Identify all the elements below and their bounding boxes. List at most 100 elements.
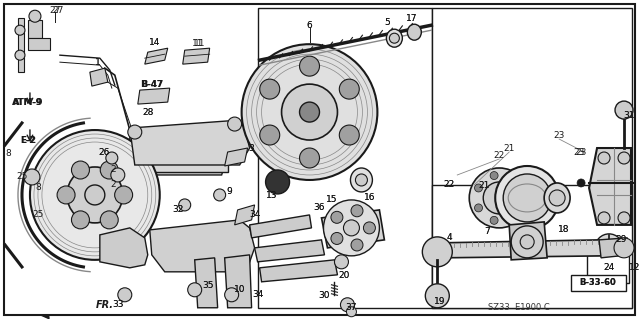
Circle shape — [503, 174, 551, 222]
Polygon shape — [28, 38, 50, 50]
Text: 16: 16 — [364, 193, 375, 203]
Text: 31: 31 — [623, 111, 635, 120]
Text: 22: 22 — [493, 151, 505, 160]
Circle shape — [339, 79, 359, 99]
Circle shape — [266, 170, 289, 194]
Text: B-33-60: B-33-60 — [580, 278, 616, 287]
Text: 13: 13 — [266, 191, 277, 200]
Circle shape — [618, 212, 630, 224]
Polygon shape — [145, 48, 168, 64]
Circle shape — [331, 211, 343, 223]
Circle shape — [618, 152, 630, 164]
Text: 20: 20 — [339, 271, 350, 280]
Text: 5: 5 — [385, 18, 390, 27]
Polygon shape — [260, 260, 337, 282]
Text: 21: 21 — [504, 144, 515, 152]
Polygon shape — [589, 148, 631, 225]
Text: 25: 25 — [16, 173, 28, 182]
Bar — [432, 8, 632, 308]
Text: 23: 23 — [575, 147, 587, 157]
Circle shape — [615, 101, 633, 119]
Text: 36: 36 — [314, 204, 325, 212]
Polygon shape — [28, 20, 42, 38]
Circle shape — [474, 184, 483, 192]
Circle shape — [518, 194, 526, 202]
Text: 22: 22 — [444, 181, 455, 189]
Circle shape — [100, 211, 118, 229]
Circle shape — [29, 10, 41, 22]
Polygon shape — [100, 228, 148, 268]
Text: 7: 7 — [484, 227, 490, 236]
Text: 15: 15 — [326, 196, 337, 204]
Bar — [257, 8, 432, 308]
Circle shape — [351, 239, 363, 251]
Polygon shape — [439, 240, 604, 258]
Text: 18: 18 — [558, 226, 570, 234]
Text: ATM-9: ATM-9 — [12, 98, 44, 107]
Text: 33: 33 — [112, 300, 124, 309]
Bar — [8, 12, 60, 80]
Text: 9: 9 — [227, 188, 232, 197]
Circle shape — [549, 190, 565, 206]
Circle shape — [602, 241, 616, 255]
Circle shape — [509, 212, 518, 220]
Circle shape — [490, 216, 498, 224]
Circle shape — [469, 168, 529, 228]
Text: 26: 26 — [98, 147, 109, 157]
Text: 2: 2 — [110, 166, 116, 174]
Circle shape — [577, 179, 585, 187]
Text: 8: 8 — [5, 149, 11, 158]
Text: 1: 1 — [95, 58, 100, 67]
Circle shape — [344, 220, 360, 236]
Circle shape — [282, 84, 337, 140]
Text: 10: 10 — [234, 285, 245, 294]
Text: 14: 14 — [149, 38, 161, 47]
Text: 4: 4 — [447, 234, 452, 242]
Circle shape — [111, 168, 125, 182]
Circle shape — [346, 307, 356, 317]
Circle shape — [115, 186, 132, 204]
Circle shape — [72, 211, 90, 229]
Polygon shape — [235, 205, 255, 225]
Text: 7: 7 — [484, 227, 490, 236]
Circle shape — [389, 33, 399, 43]
Circle shape — [495, 166, 559, 230]
Circle shape — [355, 174, 367, 186]
Polygon shape — [182, 48, 210, 64]
Text: 32: 32 — [172, 205, 184, 214]
Polygon shape — [250, 215, 312, 238]
Text: 16: 16 — [364, 193, 375, 203]
Text: 29: 29 — [615, 235, 627, 244]
Text: 25: 25 — [32, 211, 44, 219]
Circle shape — [24, 169, 40, 185]
Text: 1: 1 — [95, 58, 100, 67]
Polygon shape — [255, 240, 324, 262]
Circle shape — [422, 237, 452, 267]
Circle shape — [483, 182, 515, 214]
Circle shape — [351, 205, 363, 217]
Text: 24: 24 — [604, 263, 614, 272]
Text: B-33-60: B-33-60 — [580, 278, 616, 287]
Text: 2: 2 — [110, 181, 116, 189]
Circle shape — [57, 186, 75, 204]
Circle shape — [300, 148, 319, 168]
Text: 18: 18 — [558, 226, 570, 234]
Text: FR.: FR. — [96, 300, 114, 310]
Text: 5: 5 — [385, 18, 390, 27]
Polygon shape — [195, 258, 218, 308]
Polygon shape — [225, 148, 248, 166]
Text: ATM-9: ATM-9 — [13, 98, 43, 107]
Circle shape — [331, 233, 343, 244]
Circle shape — [67, 167, 123, 223]
Circle shape — [15, 50, 25, 60]
Text: 6: 6 — [307, 21, 312, 30]
Text: 23: 23 — [573, 147, 585, 157]
Text: 34: 34 — [252, 290, 263, 299]
Text: 19: 19 — [433, 297, 445, 306]
Text: 11: 11 — [194, 39, 205, 48]
FancyArrow shape — [33, 299, 88, 319]
Circle shape — [214, 189, 226, 201]
Ellipse shape — [387, 29, 403, 47]
Circle shape — [339, 125, 359, 145]
Circle shape — [598, 212, 610, 224]
